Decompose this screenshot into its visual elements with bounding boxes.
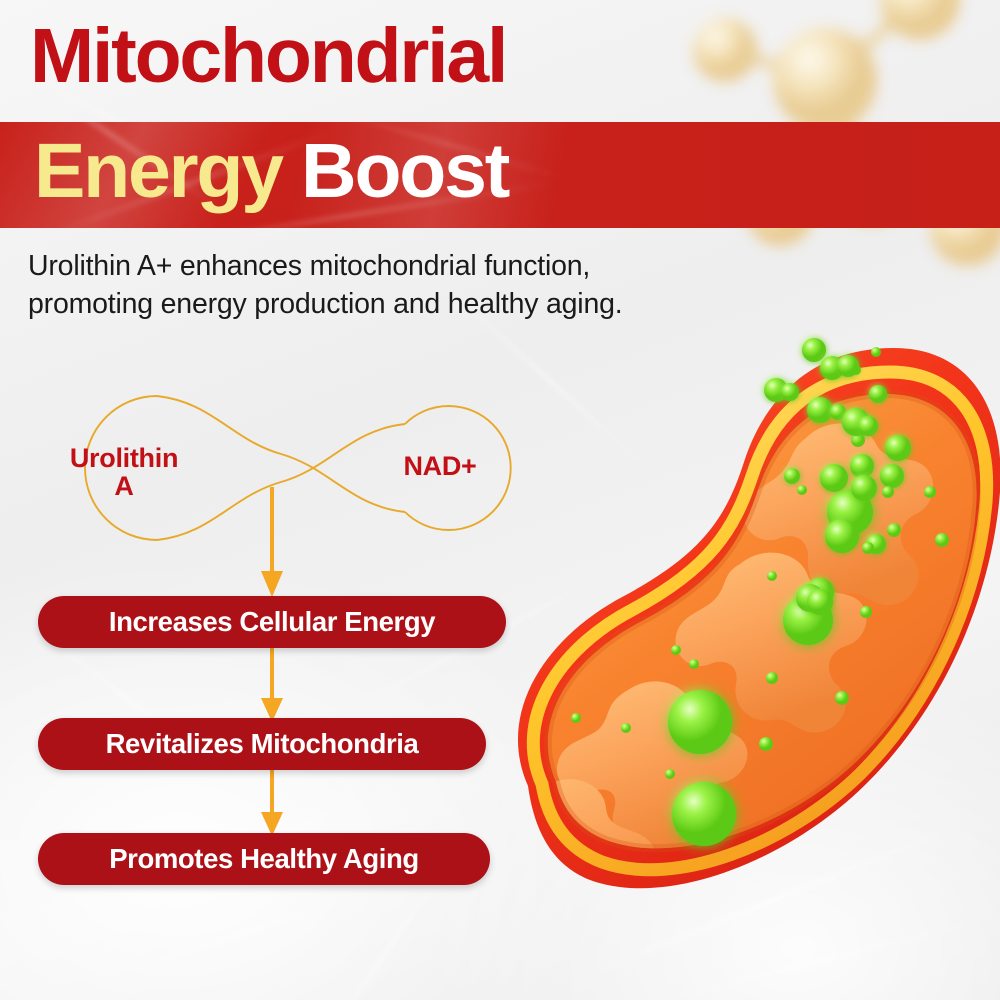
molecule-link-diagram xyxy=(84,395,512,541)
node-label-urolithin-a: Urolithin A xyxy=(34,444,214,501)
benefit-pill-3[interactable]: Promotes Healthy Aging xyxy=(38,833,490,885)
mitochondrion-illustration xyxy=(518,338,1000,889)
page-title-energy: Energy xyxy=(34,128,284,214)
benefit-pill-2[interactable]: Revitalizes Mitochondria xyxy=(38,718,486,770)
page-title-line2: Energy Boost xyxy=(34,133,510,210)
subtitle-line1: Urolithin A+ enhances mitochondrial func… xyxy=(28,250,591,282)
arrow-down-icon-3 xyxy=(261,768,283,836)
node-label-nad-plus: NAD+ xyxy=(403,451,477,481)
arrow-down-icon-1 xyxy=(261,487,283,597)
subtitle-line2: promoting energy production and healthy … xyxy=(28,287,623,320)
page-title-line1: Mitochondrial xyxy=(30,13,508,99)
benefit-pill-1[interactable]: Increases Cellular Energy xyxy=(38,596,506,648)
title-red-band xyxy=(0,122,1000,228)
page-title-boost: Boost xyxy=(301,128,510,214)
node-label-line1: Urolithin xyxy=(69,443,179,473)
node-label-line2: A xyxy=(114,471,134,502)
arrow-down-icon-2 xyxy=(261,648,283,722)
subtitle: Urolithin A+ enhances mitochondrial func… xyxy=(28,248,908,323)
